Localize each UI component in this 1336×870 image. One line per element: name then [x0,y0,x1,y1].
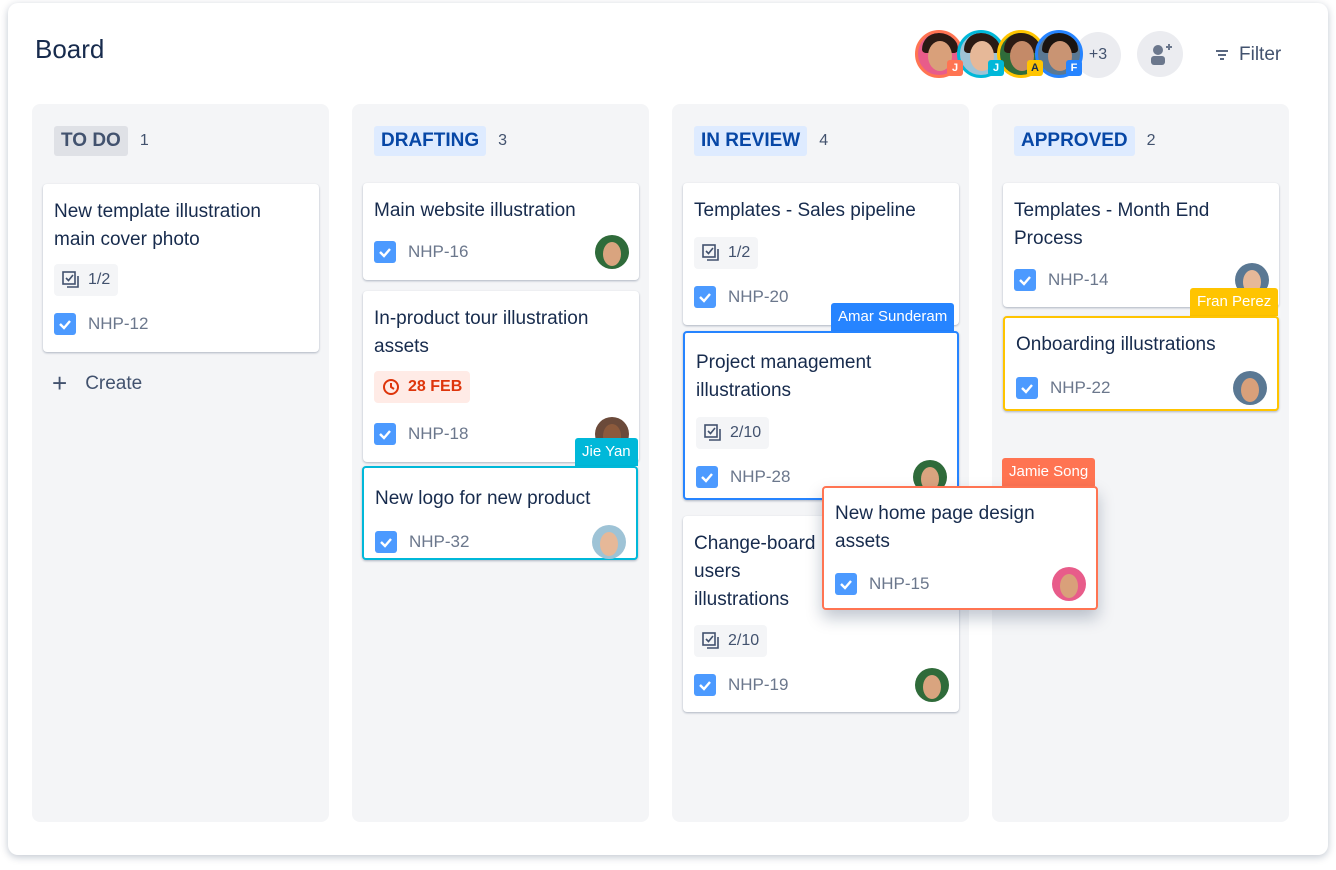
card-title: In-product tour illustration assets [374,308,589,357]
issue-key: NHP-22 [1050,378,1111,397]
card-title: New template illustration main cover pho… [54,201,261,250]
card-nhp-22[interactable]: Onboarding illustrations NHP-22 [1003,316,1279,411]
page-title: Board [35,34,105,64]
card-nhp-20[interactable]: Templates - Sales pipeline 1/2 NHP-20 [683,183,959,325]
card-nhp-18[interactable]: In-product tour illustration assets 28 F… [363,291,639,462]
avatar-initial: F [1066,60,1082,76]
checklist-icon [704,424,722,442]
due-date-badge: 28 FEB [374,371,471,403]
plus-icon: + [52,368,68,398]
issue-key: NHP-20 [728,287,789,306]
column-count: 1 [139,132,149,149]
task-type-icon [1014,269,1036,291]
task-type-icon [694,674,716,696]
avatar[interactable] [915,30,963,78]
card-nhp-14[interactable]: Templates - Month End Process NHP-14 [1003,183,1279,307]
task-type-icon [375,531,397,553]
assignee-avatar[interactable] [915,668,949,702]
column-count: 3 [498,132,508,149]
card-title: Onboarding illustrations [1016,334,1216,355]
filter-button[interactable]: Filter [1215,44,1281,66]
card-title: Project management illustrations [696,352,872,401]
checklist-icon [702,632,720,650]
task-type-icon [696,466,718,488]
issue-key: NHP-18 [408,424,469,443]
checklist-badge: 1/2 [54,264,119,296]
task-type-icon [374,241,396,263]
add-user-button[interactable] [1137,31,1183,77]
column-title: IN REVIEW [694,126,808,156]
column-title: APPROVED [1014,126,1135,156]
issue-key: NHP-16 [408,242,469,261]
card-nhp-28[interactable]: Project management illustrations 2/10 NH… [683,331,959,500]
task-type-icon [374,423,396,445]
card-title: New home page design assets [835,503,1035,552]
task-type-icon [694,286,716,308]
filter-icon [1216,50,1228,60]
checklist-badge: 1/2 [694,237,759,269]
assignee-avatar[interactable] [1233,371,1267,405]
column-count: 4 [819,132,829,149]
assignee-avatar[interactable] [592,525,626,559]
card-title: Templates - Sales pipeline [694,200,916,221]
filter-label: Filter [1239,44,1282,65]
card-nhp-15[interactable]: New home page design assets NHP-15 [822,486,1098,610]
issue-key: NHP-28 [730,467,791,486]
column-count: 2 [1146,132,1156,149]
assignee-avatar[interactable] [595,235,629,269]
issue-key: NHP-14 [1048,270,1109,289]
issue-key: NHP-15 [869,574,930,593]
checklist-badge: 2/10 [696,417,770,449]
viewer-tag: Fran Perez [1190,288,1279,316]
checklist-badge: 2/10 [694,625,768,657]
assignee-avatar[interactable] [1052,567,1086,601]
avatar-initial: J [988,60,1004,76]
card-title: Templates - Month End Process [1014,200,1210,249]
viewer-tag: Jie Yan [575,438,638,466]
clock-icon [383,379,399,395]
task-type-icon [1016,377,1038,399]
task-type-icon [835,573,857,595]
card-title: Change-board users illustrations [694,533,816,610]
viewer-tag: Amar Sunderam [831,303,955,331]
viewer-tag: Jamie Song [1002,458,1096,486]
create-button[interactable]: + Create [52,368,143,398]
card-nhp-32[interactable]: New logo for new product NHP-32 [362,466,638,560]
column-title: TO DO [54,126,128,156]
card-title: New logo for new product [375,488,591,509]
card-nhp-12[interactable]: New template illustration main cover pho… [43,184,319,352]
checklist-icon [702,244,720,262]
issue-key: NHP-19 [728,675,789,694]
card-nhp-16[interactable]: Main website illustration NHP-16 [363,183,639,280]
issue-key: NHP-32 [409,532,470,551]
column-title: DRAFTING [374,126,487,156]
task-type-icon [54,313,76,335]
avatar-initial: A [1027,60,1043,76]
avatar-initial: J [947,60,963,76]
card-title: Main website illustration [374,200,576,221]
issue-key: NHP-12 [88,314,149,333]
checklist-icon [62,271,80,289]
add-user-icon [1151,44,1172,65]
